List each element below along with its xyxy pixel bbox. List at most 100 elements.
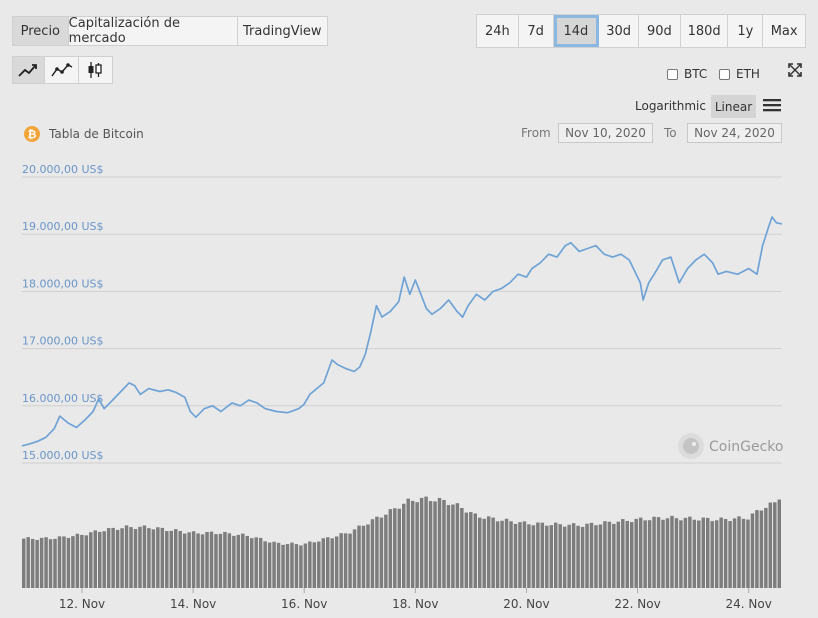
volume-bar — [129, 527, 133, 588]
volume-bar — [621, 519, 625, 588]
volume-bar — [57, 536, 62, 588]
volume-bar — [205, 531, 209, 588]
volume-bar — [594, 525, 598, 588]
volume-bar — [402, 503, 406, 588]
volume-bar — [66, 537, 71, 588]
line-chart-icon — [18, 64, 37, 77]
volume-bar — [209, 531, 214, 588]
volume-bar — [688, 516, 692, 588]
volume-bar — [558, 524, 562, 588]
volume-bar — [728, 521, 732, 588]
volume-bar — [375, 516, 379, 588]
volume-bar — [665, 518, 670, 588]
to-date-value: Nov 24, 2020 — [694, 126, 775, 140]
compare-btc-label: BTC — [684, 67, 708, 81]
volume-bar — [384, 514, 388, 588]
volume-bar — [536, 522, 540, 588]
tab-price[interactable]: Precio — [13, 17, 69, 45]
volume-bar — [661, 519, 665, 588]
candlestick-button[interactable] — [78, 57, 112, 83]
compare-btc-checkbox[interactable]: BTC — [667, 67, 707, 81]
volume-bar — [35, 539, 39, 588]
tab-market-cap[interactable]: Capitalización de mercado — [68, 16, 238, 46]
volume-bar — [683, 517, 688, 588]
volume-bar — [361, 525, 366, 588]
smooth-line-chart-button[interactable] — [45, 57, 79, 83]
compare-eth-checkbox[interactable]: ETH — [719, 67, 760, 81]
checkbox-box[interactable] — [667, 68, 678, 80]
volume-bar — [674, 518, 679, 588]
volume-bar — [509, 521, 513, 588]
range-7d-button[interactable]: 7d — [518, 15, 554, 47]
volume-bar — [48, 539, 53, 588]
x-tick-label: 24. Nov — [726, 597, 772, 611]
volume-bar — [263, 541, 267, 588]
volume-bar — [612, 523, 616, 588]
volume-bar — [656, 517, 661, 588]
x-tick-label: 16. Nov — [281, 597, 327, 611]
range-24h-button[interactable]: 24h — [477, 15, 519, 47]
chart-menu-button[interactable] — [763, 97, 781, 113]
range-30d-button[interactable]: 30d — [599, 15, 640, 47]
volume-bar — [415, 502, 419, 588]
volume-bar — [630, 522, 634, 588]
volume-bar — [294, 544, 299, 588]
y-tick-label: 20.000,00 US$ — [22, 163, 104, 176]
volume-bar — [652, 516, 656, 588]
volume-bar — [527, 524, 531, 588]
volume-bar — [419, 497, 424, 588]
to-date-input[interactable]: Nov 24, 2020 — [687, 123, 782, 143]
volume-bar — [486, 516, 491, 588]
range-1y-button[interactable]: 1y — [728, 15, 764, 47]
volume-bar — [178, 530, 182, 588]
x-tick-label: 18. Nov — [392, 597, 438, 611]
volume-bar — [442, 500, 446, 588]
range-90d-button[interactable]: 90d — [639, 15, 681, 47]
volume-bar — [397, 508, 401, 588]
volume-bar — [26, 537, 30, 588]
volume-bar — [343, 533, 348, 588]
candlestick-icon — [88, 62, 102, 78]
volume-bar — [670, 515, 674, 588]
volume-bar — [227, 533, 232, 588]
svg-text:₿: ₿ — [28, 128, 37, 141]
volume-bar — [549, 525, 553, 588]
from-date-value: Nov 10, 2020 — [565, 126, 646, 140]
volume-bar — [777, 499, 781, 588]
volume-bar — [321, 538, 325, 588]
grid-lines — [22, 176, 782, 464]
linear-scale-button[interactable]: Linear — [711, 95, 756, 118]
volume-bar — [451, 504, 455, 588]
volume-bar — [169, 530, 173, 588]
volume-bar — [393, 508, 397, 588]
range-max-button[interactable]: Max — [763, 15, 806, 47]
from-date-input[interactable]: Nov 10, 2020 — [558, 123, 653, 143]
volume-bar — [317, 541, 321, 588]
linear-scale-label: Linear — [714, 99, 753, 114]
volume-bar — [625, 520, 629, 588]
volume-bar — [71, 536, 75, 588]
line-chart-button[interactable] — [13, 57, 46, 83]
volume-bar — [491, 517, 495, 588]
logarithmic-scale-button[interactable]: Logarithmic — [635, 99, 706, 113]
volume-bar — [281, 544, 285, 588]
volume-bar — [773, 502, 777, 588]
range-180d-button[interactable]: 180d — [680, 15, 729, 47]
checkbox-box[interactable] — [719, 68, 730, 80]
y-axis-tick-labels: 20.000,00 US$ 19.000,00 US$ 18.000,00 US$ 1… — [22, 163, 104, 462]
volume-bar — [312, 542, 317, 588]
coingecko-watermark: CoinGecko — [678, 433, 783, 459]
range-14d-button[interactable]: 14d — [553, 15, 600, 47]
volume-bar — [701, 517, 705, 588]
volume-bar — [562, 526, 567, 588]
volume-bar — [706, 517, 710, 588]
tab-tradingview[interactable]: TradingView — [237, 17, 327, 45]
volume-bar — [697, 520, 701, 588]
volume-bar — [102, 531, 106, 588]
volume-bar — [98, 531, 102, 588]
volume-bar — [714, 520, 719, 588]
volume-bar — [290, 542, 294, 588]
volume-bar — [424, 496, 428, 588]
volume-bar — [460, 508, 464, 588]
fullscreen-button[interactable] — [782, 57, 808, 83]
